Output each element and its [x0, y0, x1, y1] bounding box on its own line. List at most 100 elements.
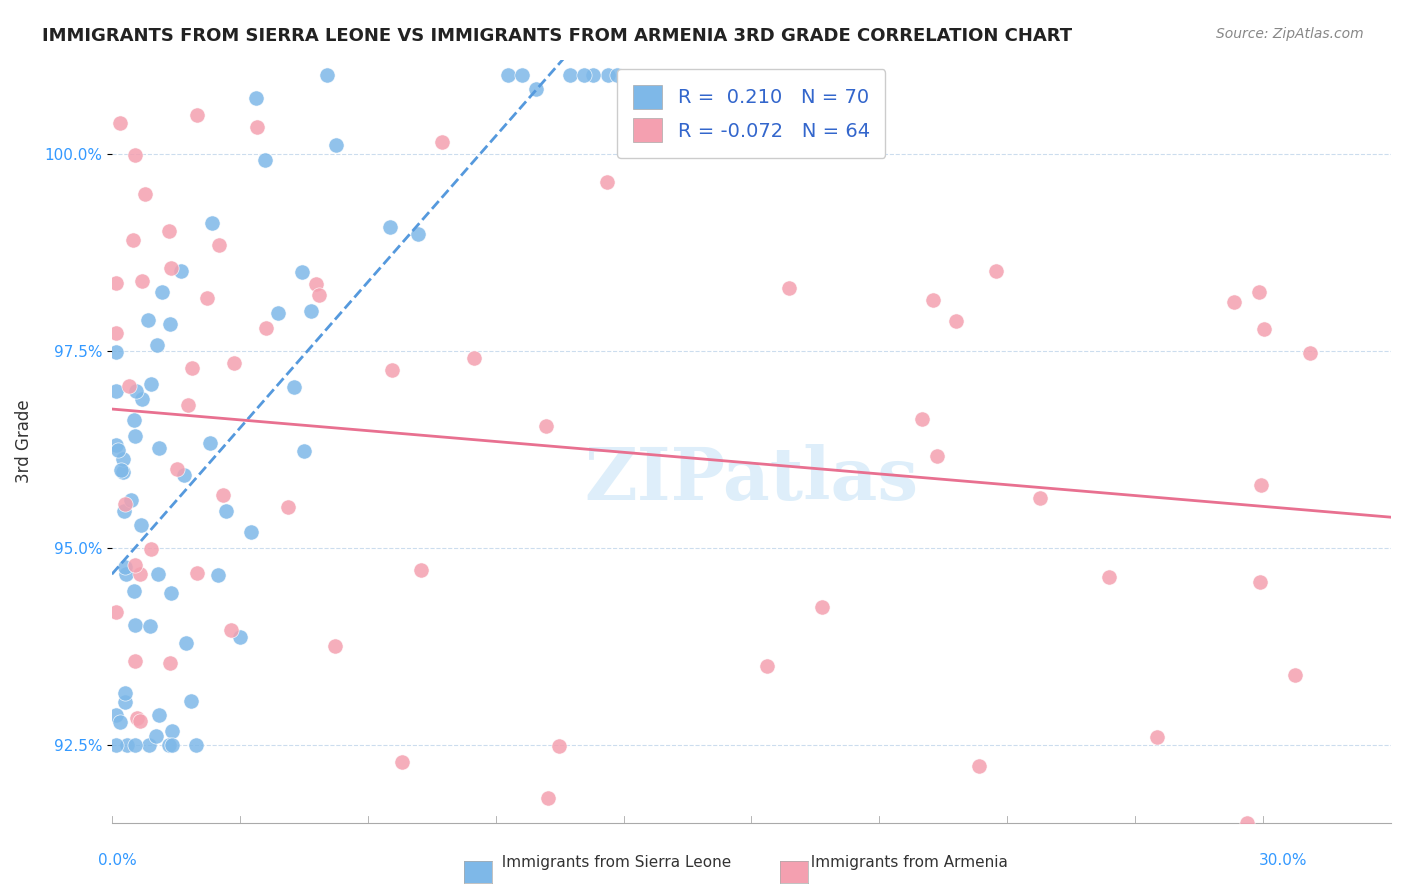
Point: [157, 738, 180, 752]
Point: [224, 356, 246, 370]
Point: [267, 306, 290, 320]
Point: [1098, 570, 1121, 584]
Point: [1250, 478, 1272, 492]
Point: [138, 738, 160, 752]
Point: [406, 227, 429, 241]
Point: [105, 384, 128, 398]
Point: [984, 264, 1007, 278]
Point: [219, 623, 242, 637]
Point: [124, 618, 146, 632]
Point: [945, 314, 967, 328]
Point: [136, 313, 159, 327]
Point: [148, 441, 170, 455]
Point: [524, 82, 547, 96]
Point: [245, 90, 267, 104]
Point: [911, 412, 934, 426]
Point: [537, 791, 560, 805]
Point: [174, 636, 197, 650]
Text: ZIPatlas: ZIPatlas: [585, 444, 918, 516]
Point: [430, 135, 453, 149]
Point: [157, 224, 180, 238]
Text: 30.0%: 30.0%: [1260, 854, 1308, 868]
Point: [207, 567, 229, 582]
Point: [1029, 491, 1052, 505]
Point: [124, 654, 146, 668]
Point: [105, 605, 128, 619]
Point: [186, 566, 208, 580]
Point: [195, 291, 218, 305]
Point: [572, 68, 595, 82]
Point: [134, 186, 156, 201]
Point: [292, 444, 315, 458]
Point: [498, 68, 520, 82]
Point: [139, 619, 162, 633]
Point: [1249, 285, 1271, 299]
Text: Immigrants from Sierra Leone: Immigrants from Sierra Leone: [492, 855, 731, 870]
Point: [162, 723, 184, 738]
Point: [105, 277, 128, 291]
Point: [118, 379, 141, 393]
Point: [378, 220, 401, 235]
Point: [184, 738, 207, 752]
Point: [160, 738, 183, 752]
Point: [547, 739, 569, 753]
Point: [131, 274, 153, 288]
Point: [606, 68, 628, 82]
Point: [246, 120, 269, 135]
Point: [534, 419, 557, 434]
Point: [595, 175, 617, 189]
Point: [152, 285, 174, 299]
Point: [304, 277, 326, 291]
Point: [186, 108, 208, 122]
Point: [200, 436, 222, 450]
Point: [122, 413, 145, 427]
Point: [208, 238, 231, 252]
Point: [114, 497, 136, 511]
Point: [159, 317, 181, 331]
Point: [581, 68, 603, 82]
Point: [1146, 730, 1168, 744]
Y-axis label: 3rd Grade: 3rd Grade: [15, 400, 32, 483]
Point: [124, 738, 146, 752]
Point: [755, 658, 778, 673]
Point: [166, 462, 188, 476]
Point: [177, 398, 200, 412]
Point: [129, 518, 152, 533]
Point: [128, 567, 150, 582]
Text: Immigrants from Armenia: Immigrants from Armenia: [801, 855, 1008, 870]
Point: [108, 715, 131, 730]
Point: [316, 68, 339, 82]
Point: [146, 567, 169, 582]
Text: Source: ZipAtlas.com: Source: ZipAtlas.com: [1216, 27, 1364, 41]
Point: [1284, 668, 1306, 682]
Point: [239, 524, 262, 539]
Point: [105, 344, 128, 359]
Point: [105, 438, 128, 452]
Point: [391, 755, 413, 769]
Point: [811, 600, 834, 615]
Point: [139, 542, 162, 557]
Point: [114, 559, 136, 574]
Point: [922, 293, 945, 308]
Point: [181, 360, 204, 375]
Point: [114, 695, 136, 709]
Point: [105, 708, 128, 723]
Point: [105, 738, 128, 752]
Point: [107, 443, 129, 458]
Point: [120, 493, 142, 508]
Point: [110, 463, 132, 477]
Point: [1253, 322, 1275, 336]
Text: IMMIGRANTS FROM SIERRA LEONE VS IMMIGRANTS FROM ARMENIA 3RD GRADE CORRELATION CH: IMMIGRANTS FROM SIERRA LEONE VS IMMIGRAN…: [42, 27, 1073, 45]
Point: [105, 326, 128, 341]
Point: [463, 351, 485, 366]
Point: [170, 264, 193, 278]
Point: [596, 68, 619, 82]
Point: [115, 738, 138, 752]
Point: [115, 567, 138, 582]
Point: [254, 321, 277, 335]
Point: [927, 450, 949, 464]
Point: [122, 233, 145, 247]
Point: [323, 639, 346, 653]
Point: [180, 694, 202, 708]
Point: [778, 281, 800, 295]
